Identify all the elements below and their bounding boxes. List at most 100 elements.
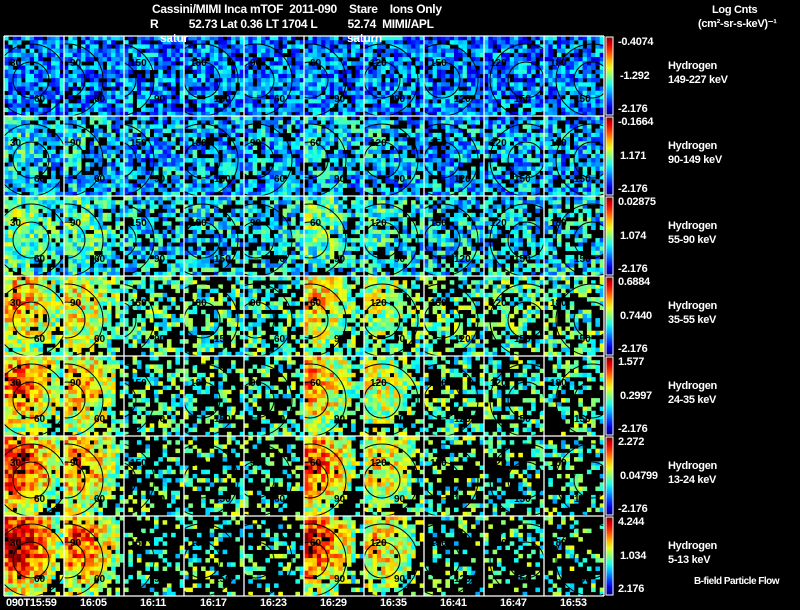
heatmap-cell [197, 36, 202, 41]
heatmap-cell [163, 66, 168, 71]
heatmap-cell [210, 78, 215, 83]
heatmap-cell [34, 188, 39, 193]
heatmap-cell [81, 95, 86, 100]
heatmap-cell [8, 120, 13, 125]
heatmap-cell [261, 36, 266, 41]
heatmap-cell [171, 108, 176, 113]
heatmap-cell [197, 53, 202, 58]
heatmap-cell [437, 82, 442, 87]
heatmap-cell [227, 124, 232, 128]
heatmap-cell [55, 230, 60, 235]
heatmap-cell [411, 133, 416, 138]
heatmap-cell [548, 162, 553, 167]
heatmap-cell [137, 116, 142, 121]
heatmap-cell [557, 36, 562, 41]
heatmap-cell [81, 259, 86, 264]
heatmap-cell [467, 87, 472, 92]
heatmap-cell [77, 103, 82, 108]
heatmap-cell [55, 74, 60, 79]
heatmap-cell [317, 108, 322, 113]
heatmap-cell [587, 124, 592, 128]
heatmap-cell [595, 103, 600, 108]
heatmap-cell [583, 57, 588, 62]
heatmap-cell [30, 53, 35, 58]
heatmap-cell [454, 141, 459, 146]
heatmap-cell [184, 53, 189, 58]
heatmap-cell [411, 108, 416, 113]
heatmap-cell [287, 124, 292, 128]
heatmap-cell [55, 40, 60, 45]
heatmap-cell [403, 66, 408, 71]
heatmap-cell [13, 103, 18, 108]
heatmap-cell [201, 129, 206, 134]
heatmap-cell [227, 74, 232, 79]
heatmap-cell [441, 95, 446, 100]
heatmap-cell [94, 238, 99, 243]
heatmap-cell [17, 230, 22, 235]
heatmap-cell [128, 175, 133, 180]
heatmap-cell [64, 124, 69, 128]
heatmap-cell [283, 78, 288, 83]
heatmap-cell [244, 49, 249, 54]
heatmap-cell [111, 154, 116, 159]
heatmap-cell [411, 74, 416, 79]
heatmap-cell [145, 188, 150, 193]
heatmap-cell [193, 82, 198, 87]
heatmap-cell [488, 133, 493, 138]
heatmap-cell [295, 53, 300, 58]
heatmap-cell [210, 49, 215, 54]
heatmap-cell [411, 49, 416, 54]
heatmap-cell [111, 209, 116, 214]
heatmap-cell [171, 57, 176, 62]
heatmap-cell [557, 82, 562, 87]
heatmap-cell [390, 49, 395, 54]
heatmap-cell [355, 120, 360, 125]
heatmap-cell [291, 146, 296, 151]
heatmap-cell [313, 78, 318, 83]
heatmap-cell [124, 66, 129, 71]
heatmap-cell [51, 137, 56, 142]
heatmap-cell [390, 87, 395, 92]
heatmap-cell [291, 99, 296, 104]
contour-label: 120 [454, 174, 471, 185]
heatmap-cell [308, 167, 313, 172]
heatmap-cell [13, 49, 18, 54]
heatmap-cell [111, 234, 116, 239]
heatmap-cell [218, 36, 223, 41]
heatmap-cell [497, 129, 502, 134]
heatmap-cell [167, 82, 172, 87]
heatmap-cell [158, 78, 163, 83]
heatmap-cell [25, 251, 30, 256]
heatmap-cell [501, 175, 506, 180]
heatmap-cell [115, 124, 120, 128]
heatmap-cell [308, 78, 313, 83]
heatmap-cell [291, 175, 296, 180]
heatmap-cell [34, 87, 39, 92]
heatmap-cell [265, 49, 270, 54]
heatmap-cell [137, 124, 142, 128]
heatmap-cell [287, 103, 292, 108]
heatmap-cell [544, 179, 549, 184]
heatmap-cell [51, 200, 56, 205]
heatmap-cell [197, 124, 202, 128]
heatmap-cell [304, 57, 309, 62]
heatmap-cell [355, 158, 360, 163]
heatmap-cell [154, 87, 159, 92]
heatmap-cell [501, 124, 506, 128]
heatmap-cell [415, 49, 420, 54]
heatmap-cell [115, 91, 120, 96]
heatmap-cell [38, 150, 43, 155]
heatmap-cell [34, 53, 39, 58]
heatmap-cell [124, 162, 129, 167]
heatmap-cell [21, 66, 26, 71]
heatmap-cell [154, 66, 159, 71]
heatmap-cell [124, 40, 129, 45]
heatmap-cell [488, 120, 493, 125]
heatmap-cell [47, 226, 52, 231]
heatmap-cell [158, 154, 163, 159]
heatmap-cell [154, 44, 159, 49]
heatmap-cell [21, 150, 26, 155]
heatmap-cell [325, 146, 330, 151]
heatmap-cell [274, 53, 279, 58]
